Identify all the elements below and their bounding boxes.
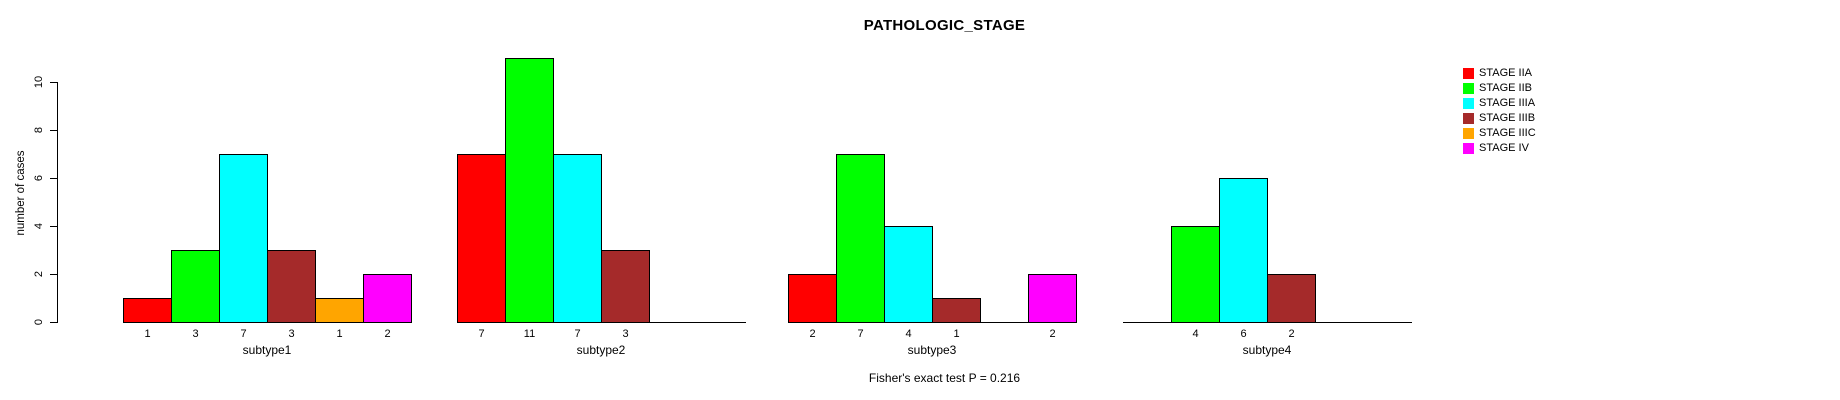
bar-subtype1-stage-iiib bbox=[267, 250, 316, 323]
legend-swatch-stage-iib bbox=[1463, 83, 1474, 94]
bar-count-label: 7 bbox=[574, 328, 581, 340]
bar-subtype4-stage-iiib bbox=[1267, 274, 1316, 323]
bar-count-label: 1 bbox=[144, 328, 151, 340]
bar-subtype2-stage-iia bbox=[457, 154, 506, 323]
legend-swatch-stage-iiia bbox=[1463, 98, 1474, 109]
y-axis-line bbox=[57, 82, 58, 323]
chart-title: PATHOLOGIC_STAGE bbox=[863, 17, 1026, 34]
bar-subtype2-stage-iib bbox=[505, 58, 554, 323]
bar-subtype3-stage-iia bbox=[788, 274, 837, 323]
legend-item-label: STAGE IIIB bbox=[1479, 112, 1536, 124]
legend-item-label: STAGE IIIC bbox=[1479, 127, 1536, 139]
bar-subtype1-stage-iiia bbox=[219, 154, 268, 323]
legend-swatch-stage-iiic bbox=[1463, 128, 1474, 139]
bar-count-label: 7 bbox=[240, 328, 247, 340]
bar-subtype3-stage-iib bbox=[836, 154, 885, 323]
y-axis-tick-label: 6 bbox=[33, 174, 45, 182]
y-axis-tick-label: 8 bbox=[33, 126, 45, 134]
bar-subtype4-stage-iiia bbox=[1219, 178, 1268, 323]
bar-count-label: 3 bbox=[192, 328, 199, 340]
bar-subtype3-stage-iv bbox=[1028, 274, 1077, 323]
y-axis-label: number of cases bbox=[15, 150, 27, 236]
legend-item-stage-iia: STAGE IIA bbox=[1463, 66, 1536, 81]
bar-subtype1-stage-iv bbox=[363, 274, 412, 323]
bar-count-label: 2 bbox=[384, 328, 391, 340]
bar-count-label: 11 bbox=[523, 328, 536, 340]
y-axis-tick bbox=[50, 274, 57, 275]
y-axis-tick-label: 4 bbox=[33, 222, 45, 230]
bar-count-label: 1 bbox=[336, 328, 343, 340]
bar-subtype2-stage-iiia bbox=[553, 154, 602, 323]
y-axis-tick-label: 2 bbox=[33, 270, 45, 278]
bar-subtype4-stage-iib bbox=[1171, 226, 1220, 323]
bar-subtype1-stage-iib bbox=[171, 250, 220, 323]
bar-count-label: 1 bbox=[953, 328, 960, 340]
bar-count-label: 4 bbox=[905, 328, 912, 340]
bar-count-label: 6 bbox=[1240, 328, 1247, 340]
x-axis-group-label-subtype4: subtype4 bbox=[1242, 343, 1292, 357]
legend-item-label: STAGE IIA bbox=[1479, 67, 1532, 79]
legend-item-stage-iib: STAGE IIB bbox=[1463, 81, 1536, 96]
y-axis-tick-label: 0 bbox=[33, 318, 45, 326]
bar-subtype1-stage-iia bbox=[123, 298, 172, 323]
legend-swatch-stage-iia bbox=[1463, 68, 1474, 79]
legend-swatch-stage-iiib bbox=[1463, 113, 1474, 124]
bar-count-label: 3 bbox=[288, 328, 295, 340]
y-axis-tick bbox=[50, 178, 57, 179]
legend-swatch-stage-iv bbox=[1463, 143, 1474, 154]
y-axis-tick bbox=[50, 226, 57, 227]
fisher-test-annotation: Fisher's exact test P = 0.216 bbox=[868, 371, 1021, 385]
bar-count-label: 3 bbox=[622, 328, 629, 340]
legend-item-label: STAGE IIIA bbox=[1479, 97, 1536, 109]
bar-count-label: 7 bbox=[857, 328, 864, 340]
bar-subtype3-stage-iiia bbox=[884, 226, 933, 323]
y-axis-tick bbox=[50, 82, 57, 83]
bar-subtype1-stage-iiic bbox=[315, 298, 364, 323]
bar-subtype2-stage-iiib bbox=[601, 250, 650, 323]
legend-item-stage-iiia: STAGE IIIA bbox=[1463, 96, 1536, 111]
x-axis-group-label-subtype2: subtype2 bbox=[576, 343, 626, 357]
legend-item-stage-iv: STAGE IV bbox=[1463, 141, 1536, 156]
y-axis-tick-label: 10 bbox=[33, 75, 45, 89]
legend: STAGE IIA STAGE IIB STAGE IIIA STAGE IIIB ST… bbox=[1463, 66, 1536, 156]
y-axis-tick bbox=[50, 322, 57, 323]
bar-count-label: 2 bbox=[1049, 328, 1056, 340]
bar-count-label: 2 bbox=[809, 328, 816, 340]
x-axis-group-label-subtype1: subtype1 bbox=[242, 343, 292, 357]
legend-item-label: STAGE IIB bbox=[1479, 82, 1532, 94]
x-axis-group-label-subtype3: subtype3 bbox=[907, 343, 957, 357]
bar-subtype3-stage-iiib bbox=[932, 298, 981, 323]
legend-item-stage-iiib: STAGE IIIB bbox=[1463, 111, 1536, 126]
bar-count-label: 4 bbox=[1192, 328, 1199, 340]
legend-item-label: STAGE IV bbox=[1479, 142, 1529, 154]
y-axis-tick bbox=[50, 130, 57, 131]
legend-item-stage-iiic: STAGE IIIC bbox=[1463, 126, 1536, 141]
bar-count-label: 7 bbox=[478, 328, 485, 340]
bar-count-label: 2 bbox=[1288, 328, 1295, 340]
